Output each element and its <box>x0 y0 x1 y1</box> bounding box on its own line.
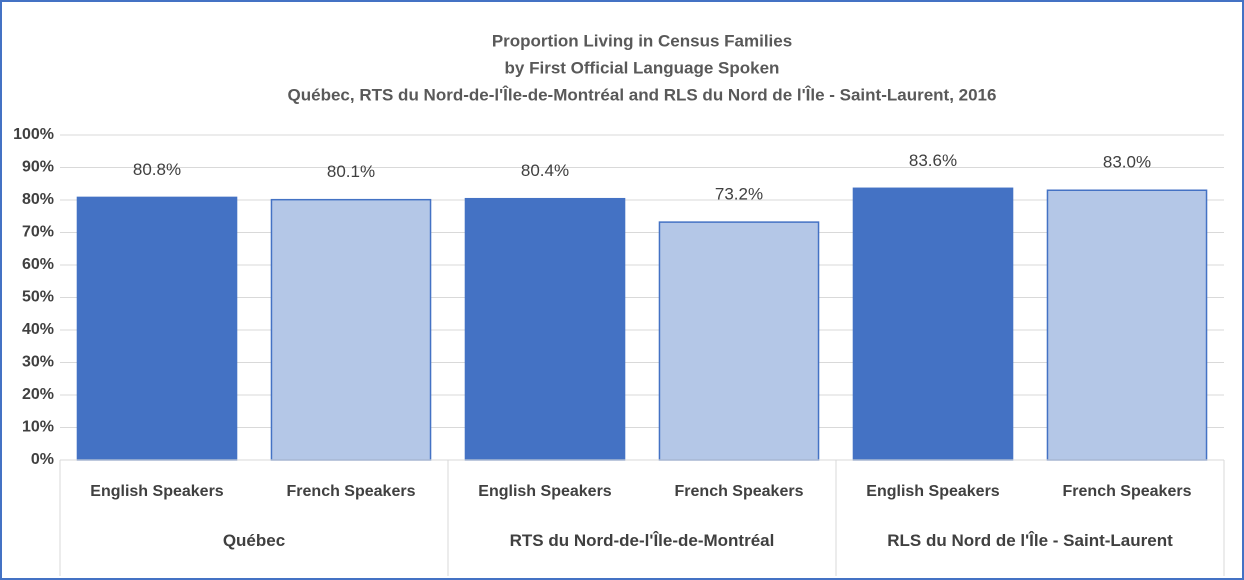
chart-title: Proportion Living in Census Families <box>492 31 792 50</box>
y-tick-label: 0% <box>31 451 54 468</box>
x-tick-label: French Speakers <box>675 483 804 500</box>
bar <box>658 221 820 461</box>
x-tick-label: English Speakers <box>478 483 611 500</box>
bar <box>464 197 626 461</box>
y-tick-label: 40% <box>22 321 54 338</box>
y-tick-label: 90% <box>22 159 54 176</box>
y-tick-label: 70% <box>22 224 54 241</box>
data-label: 80.1% <box>327 162 375 181</box>
y-tick-label: 50% <box>22 289 54 306</box>
y-tick-label: 30% <box>22 354 54 371</box>
data-label: 80.8% <box>133 160 181 179</box>
x-tick-label: French Speakers <box>1063 483 1192 500</box>
x-tick-label: English Speakers <box>90 483 223 500</box>
group-label: Québec <box>222 531 286 550</box>
y-tick-label: 100% <box>13 126 54 143</box>
group-label: RLS du Nord de l'Île - Saint-Laurent <box>887 531 1173 550</box>
data-label: 83.6% <box>909 151 957 170</box>
data-label: 80.4% <box>521 161 569 180</box>
group-label: RTS du Nord-de-l'Île-de-Montréal <box>509 531 775 550</box>
bar <box>76 196 238 461</box>
y-tick-label: 60% <box>22 256 54 273</box>
data-label: 83.0% <box>1103 153 1151 172</box>
bar <box>1046 189 1208 461</box>
bar <box>270 198 432 461</box>
data-label: 73.2% <box>715 185 763 204</box>
y-tick-label: 10% <box>22 419 54 436</box>
x-tick-label: English Speakers <box>866 483 999 500</box>
y-tick-label: 80% <box>22 191 54 208</box>
bar <box>852 187 1014 461</box>
chart-title: Québec, RTS du Nord-de-l'Île-de-Montréal… <box>288 85 997 104</box>
chart-title: by First Official Language Spoken <box>505 58 780 77</box>
y-tick-label: 20% <box>22 386 54 403</box>
x-tick-label: French Speakers <box>287 483 416 500</box>
